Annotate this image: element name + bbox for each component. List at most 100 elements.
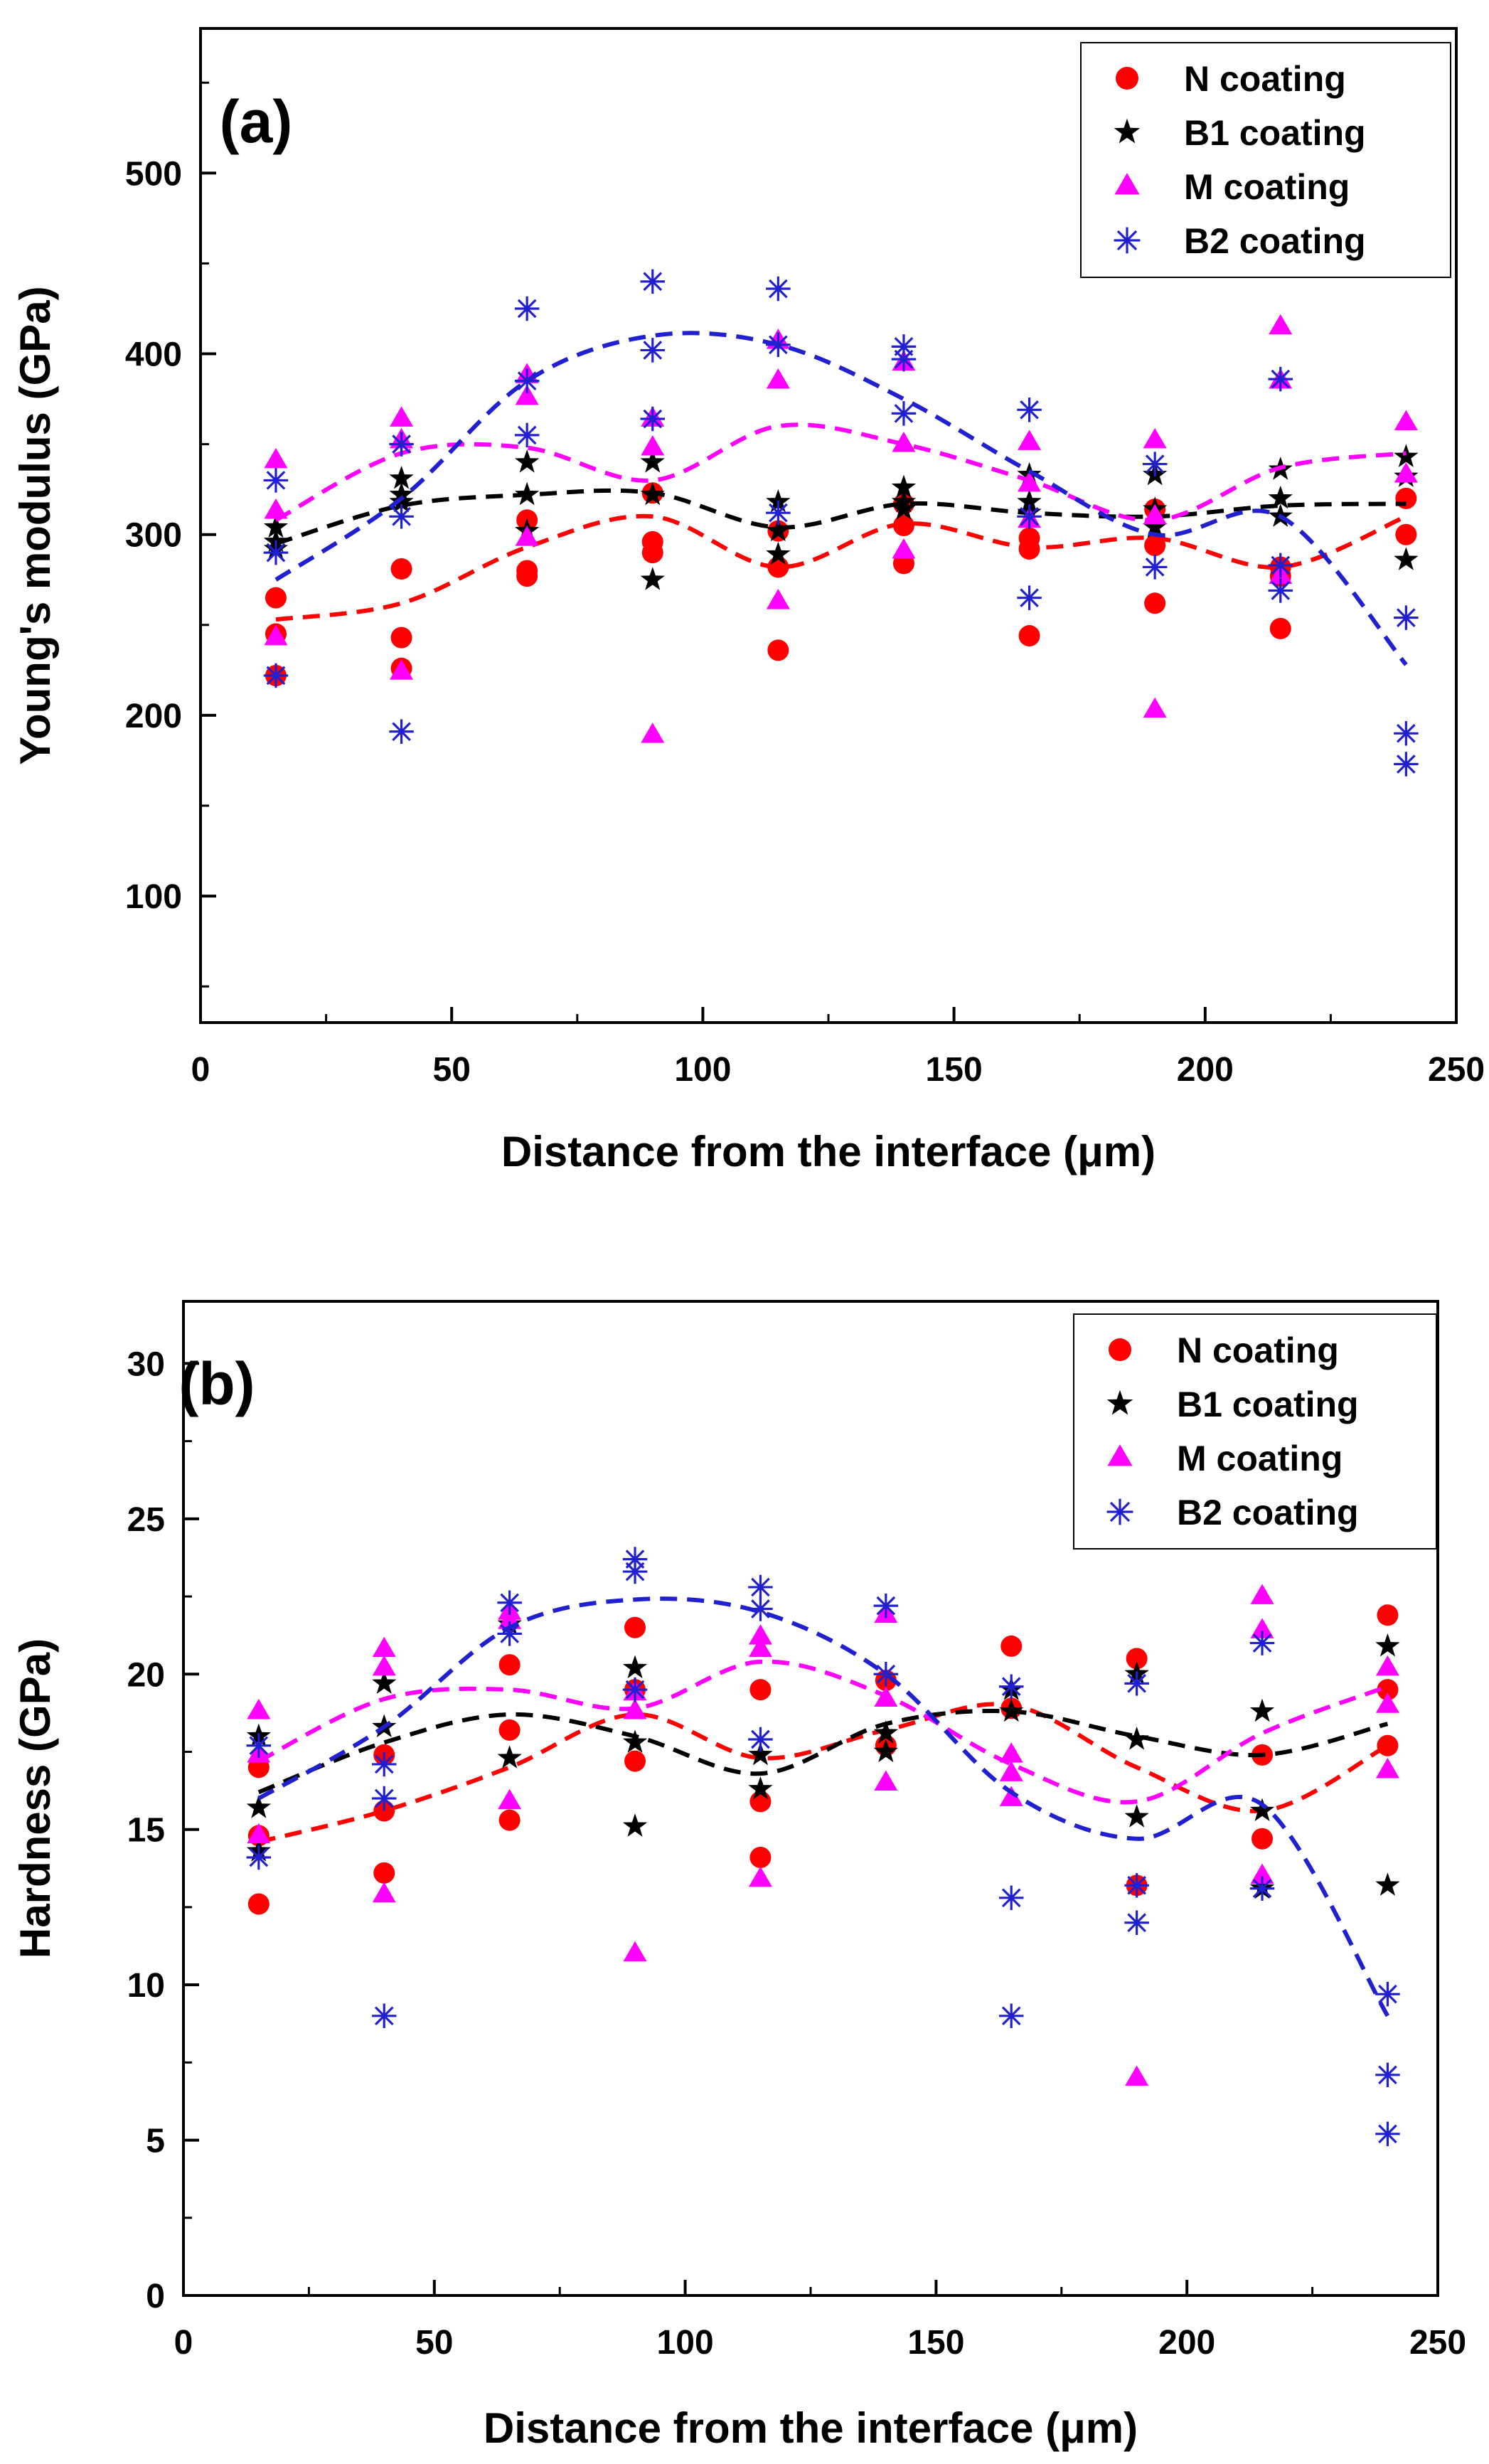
trend-line bbox=[257, 1596, 1389, 2017]
data-point bbox=[874, 1770, 898, 1791]
data-point bbox=[1375, 2121, 1400, 2147]
data-point bbox=[873, 1662, 899, 1687]
data-point bbox=[1124, 1727, 1149, 1750]
data-point bbox=[1018, 471, 1042, 492]
legend-box bbox=[1073, 1313, 1437, 1550]
x-axis-label: Distance from the interface (μm) bbox=[484, 2404, 1138, 2452]
data-point bbox=[766, 500, 791, 526]
legend-marker bbox=[1116, 67, 1138, 90]
data-point bbox=[498, 1788, 522, 1810]
data-point bbox=[1125, 2065, 1149, 2086]
data-point bbox=[640, 567, 665, 590]
legend-marker bbox=[1109, 1338, 1131, 1361]
data-point bbox=[247, 1699, 271, 1719]
data-point bbox=[1395, 523, 1417, 545]
series-b2-coating bbox=[246, 1547, 1400, 2147]
data-point bbox=[390, 659, 414, 680]
data-point bbox=[748, 1636, 772, 1658]
data-point bbox=[1377, 1604, 1399, 1626]
data-point bbox=[999, 1742, 1023, 1763]
legend-marker bbox=[1114, 173, 1140, 195]
data-point bbox=[622, 1729, 648, 1753]
data-point bbox=[891, 474, 917, 498]
data-point bbox=[389, 465, 414, 489]
data-point bbox=[891, 496, 917, 520]
data-point bbox=[372, 1670, 397, 1694]
data-point bbox=[766, 589, 790, 609]
data-point bbox=[1126, 1648, 1148, 1670]
data-point bbox=[1249, 1631, 1275, 1655]
data-point bbox=[1124, 1671, 1149, 1696]
data-point bbox=[265, 587, 287, 609]
data-point bbox=[1394, 752, 1419, 777]
x-tick-label: 150 bbox=[926, 1051, 983, 1089]
data-point bbox=[1124, 1873, 1149, 1898]
data-point bbox=[749, 1679, 772, 1701]
data-point bbox=[748, 1624, 772, 1645]
data-point bbox=[1018, 538, 1040, 560]
legend-marker bbox=[1106, 1390, 1133, 1415]
legend-marker bbox=[1107, 1444, 1133, 1466]
data-point bbox=[390, 626, 412, 649]
data-point bbox=[1017, 585, 1042, 610]
data-point bbox=[1268, 578, 1293, 603]
legend-box bbox=[1080, 42, 1451, 278]
data-point bbox=[372, 1655, 396, 1676]
data-point bbox=[263, 663, 289, 688]
data-point bbox=[999, 1698, 1024, 1722]
data-point bbox=[372, 1882, 396, 1903]
data-point bbox=[247, 1823, 271, 1844]
data-point bbox=[891, 346, 917, 372]
y-tick-label: 25 bbox=[127, 1501, 165, 1539]
data-point bbox=[1017, 504, 1042, 529]
data-point bbox=[748, 1727, 773, 1752]
data-point bbox=[514, 422, 540, 448]
data-point bbox=[624, 1616, 646, 1638]
legend-label: N coating bbox=[1177, 1330, 1339, 1370]
data-point bbox=[1268, 553, 1293, 578]
panel-label: (b) bbox=[178, 1350, 255, 1417]
y-tick-label: 20 bbox=[127, 1656, 165, 1694]
data-point bbox=[389, 432, 414, 457]
data-point bbox=[1017, 398, 1042, 422]
data-point bbox=[1377, 1734, 1399, 1756]
y-tick-label: 0 bbox=[146, 2278, 165, 2315]
trend-line bbox=[258, 1702, 1389, 1845]
data-point bbox=[263, 468, 289, 493]
data-point bbox=[514, 368, 540, 393]
data-point bbox=[371, 1751, 397, 1777]
data-point bbox=[1250, 1618, 1274, 1638]
x-tick-label: 50 bbox=[433, 1051, 471, 1089]
data-point bbox=[1394, 605, 1419, 630]
data-point bbox=[1018, 430, 1042, 450]
data-point bbox=[640, 481, 665, 506]
x-tick-label: 0 bbox=[191, 1051, 210, 1089]
x-tick-label: 250 bbox=[1409, 2324, 1466, 2362]
data-point bbox=[641, 722, 665, 743]
legend-label: B1 coating bbox=[1177, 1385, 1359, 1424]
trend-line bbox=[274, 331, 1408, 666]
panel-label: (a) bbox=[220, 88, 293, 155]
data-point bbox=[1124, 1804, 1149, 1828]
data-point bbox=[515, 384, 539, 405]
data-point bbox=[640, 338, 666, 363]
x-tick-label: 50 bbox=[415, 2324, 453, 2362]
data-point bbox=[1143, 503, 1167, 525]
data-point bbox=[1394, 721, 1419, 746]
data-point bbox=[1144, 534, 1166, 556]
data-point bbox=[622, 1677, 648, 1702]
y-tick-label: 200 bbox=[125, 698, 182, 735]
data-point bbox=[1269, 314, 1293, 335]
legend-label: M coating bbox=[1177, 1439, 1343, 1478]
x-tick-label: 0 bbox=[174, 2324, 193, 2362]
data-point bbox=[263, 514, 289, 538]
data-point bbox=[1377, 1679, 1399, 1701]
x-axis-label: Distance from the interface (μm) bbox=[501, 1128, 1156, 1175]
data-point bbox=[371, 2003, 397, 2029]
series-m-coating bbox=[247, 1584, 1399, 2086]
legend: N coating B1 coating M coating B2 coating bbox=[1073, 1313, 1437, 1550]
x-tick-label: 200 bbox=[1158, 2324, 1215, 2362]
data-point bbox=[1375, 1692, 1399, 1713]
legend-label: M coating bbox=[1184, 167, 1350, 207]
